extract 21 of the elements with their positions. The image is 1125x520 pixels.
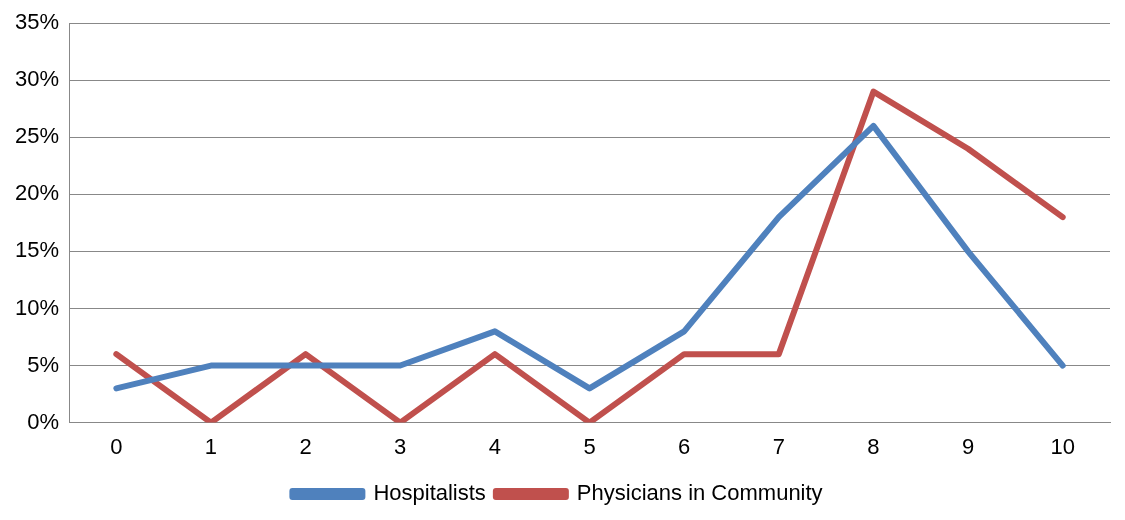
x-tick-label: 0 (110, 433, 123, 459)
x-tick-label: 4 (488, 433, 502, 459)
y-tick-label: 10% (14, 294, 60, 320)
y-tick-label: 35% (14, 9, 60, 35)
legend-label: Hospitalists (373, 480, 486, 506)
x-tick-label: 5 (583, 433, 596, 459)
x-tick-label: 3 (394, 433, 407, 459)
x-tick-label: 8 (867, 433, 880, 459)
y-tick-label: 20% (14, 180, 60, 206)
x-tick-label: 7 (772, 433, 785, 459)
y-tick-label: 25% (14, 123, 60, 149)
x-tick-label: 9 (961, 433, 975, 459)
x-tick-label: 10 (1050, 433, 1075, 459)
y-tick-label: 0% (27, 408, 60, 434)
y-tick-label: 5% (27, 351, 60, 377)
y-tick-label: 15% (14, 237, 60, 263)
x-tick-label: 2 (299, 433, 312, 459)
x-tick-label: 6 (678, 433, 691, 459)
legend-label: Physicians in Community (576, 480, 823, 506)
x-tick-label: 1 (204, 433, 218, 459)
y-tick-label: 30% (14, 66, 60, 92)
